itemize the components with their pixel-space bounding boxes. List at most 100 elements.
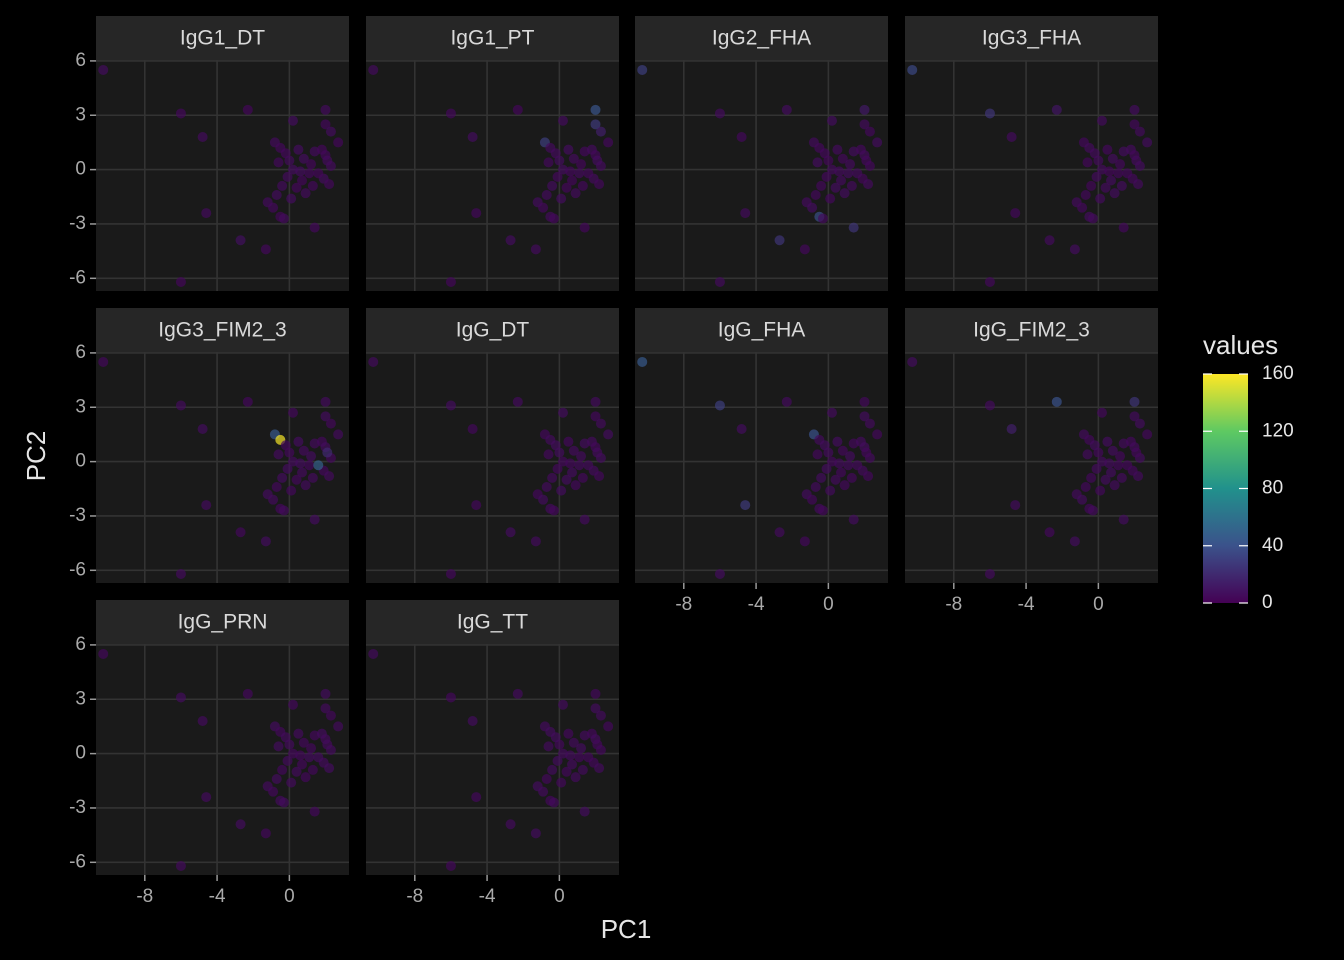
point [1102,436,1113,447]
point [550,148,561,159]
colorbar-label: 80 [1262,478,1283,499]
point [594,179,605,190]
point [287,699,298,710]
point [810,481,821,492]
point [577,180,588,191]
point [1006,132,1017,142]
point [242,688,253,699]
point [325,710,336,721]
point [368,64,379,75]
point [541,189,552,200]
point [984,400,995,411]
point [291,474,302,485]
point [1100,182,1111,193]
point [736,132,747,142]
point [576,451,587,462]
point [175,400,186,411]
facet-label: IgG_FHA [718,319,806,342]
point [1091,463,1102,474]
point [740,208,751,219]
y-tick-label: 0 [75,159,86,180]
point [307,180,318,191]
point [567,467,578,478]
point [1142,137,1153,148]
point [821,463,832,474]
x-tick-label: -4 [479,886,496,907]
point [1116,180,1127,191]
point [98,64,109,75]
point [282,171,293,182]
point [278,797,289,808]
point [197,424,208,434]
point [1080,189,1091,200]
x-tick-label: 0 [284,886,295,907]
strip [905,16,1158,60]
point [984,568,995,579]
y-tick-label: 6 [75,50,86,71]
point [1102,144,1113,155]
point [834,458,845,469]
point [1086,180,1097,191]
point [556,193,567,204]
point [297,467,308,478]
point [819,440,830,451]
point [324,471,335,482]
point [590,703,601,714]
point [819,148,830,159]
point [861,155,872,166]
point [714,400,725,411]
point [1077,202,1088,213]
point [567,759,578,770]
y-tick-label: 6 [75,342,86,363]
point [590,396,601,407]
point [277,472,288,483]
point [1129,104,1140,115]
point [320,688,331,699]
point [812,157,823,168]
point [839,188,850,199]
point [1080,481,1091,492]
point [273,741,284,752]
point [309,806,320,817]
point [603,137,614,148]
point [445,276,456,287]
point [282,755,293,766]
point [1106,175,1117,186]
point [306,159,317,170]
point [98,356,109,367]
point [322,739,333,750]
point [543,449,554,460]
point [467,132,478,142]
point [816,472,827,483]
point [548,213,559,224]
point [291,766,302,777]
point [576,159,587,170]
point [445,860,456,871]
point [561,182,572,193]
point [242,396,253,407]
point [197,132,208,142]
point [781,396,792,407]
point [277,180,288,191]
point [325,418,336,429]
point [324,763,335,774]
point [197,716,208,726]
point [538,202,549,213]
point [781,104,792,115]
point [774,527,785,538]
point [1089,148,1100,159]
point [863,179,874,190]
point [278,505,289,516]
point [907,64,918,75]
point [565,458,576,469]
point [846,472,857,483]
point [300,772,311,783]
point [287,115,298,126]
point [300,188,311,199]
point [852,460,863,471]
point [320,396,331,407]
point [320,119,331,130]
point [260,828,271,839]
point [556,777,567,788]
point [594,763,605,774]
